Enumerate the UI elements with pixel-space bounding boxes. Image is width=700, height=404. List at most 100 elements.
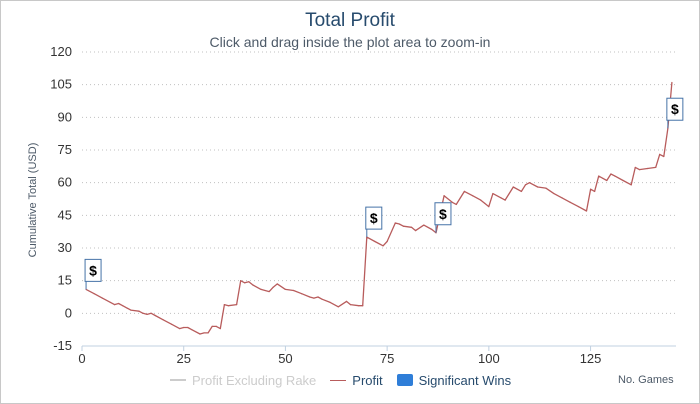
profit-point[interactable] <box>268 290 270 293</box>
profit-point[interactable] <box>276 283 278 285</box>
profit-point[interactable] <box>203 332 205 334</box>
profit-point[interactable] <box>260 288 262 290</box>
profit-point[interactable] <box>471 195 474 197</box>
profit-point[interactable] <box>480 199 482 201</box>
profit-point[interactable] <box>394 222 396 224</box>
profit-point[interactable] <box>500 197 502 199</box>
profit-point[interactable] <box>463 190 466 192</box>
profit-point[interactable] <box>602 177 604 179</box>
profit-point[interactable] <box>109 301 112 304</box>
profit-point[interactable] <box>610 173 612 175</box>
profit-point[interactable] <box>358 305 360 307</box>
profit-point[interactable] <box>589 188 592 190</box>
profit-point[interactable] <box>187 326 189 329</box>
profit-point[interactable] <box>415 229 417 232</box>
profit-point[interactable] <box>638 169 640 171</box>
legend-item-profit-excluding-rake[interactable]: Profit Excluding Rake <box>170 373 316 388</box>
profit-point[interactable] <box>402 225 405 227</box>
profit-point[interactable] <box>122 305 124 307</box>
profit-point[interactable] <box>199 333 201 335</box>
profit-point[interactable] <box>451 201 453 203</box>
profit-point[interactable] <box>455 203 457 206</box>
profit-point[interactable] <box>207 332 209 334</box>
significant-win-flag[interactable]: $ <box>666 97 684 129</box>
profit-point[interactable] <box>659 153 661 155</box>
profit-point[interactable] <box>118 302 120 305</box>
profit-point[interactable] <box>410 226 413 228</box>
profit-point[interactable] <box>504 199 506 201</box>
profit-point[interactable] <box>223 304 225 306</box>
profit-point[interactable] <box>569 201 571 203</box>
profit-point[interactable] <box>577 206 579 208</box>
profit-point[interactable] <box>292 289 295 292</box>
profit-point[interactable] <box>272 286 274 288</box>
profit-point[interactable] <box>663 155 665 158</box>
profit-point[interactable] <box>101 297 103 299</box>
profit-point[interactable] <box>634 166 636 169</box>
profit-point[interactable] <box>374 240 376 243</box>
profit-point[interactable] <box>630 184 632 186</box>
profit-point[interactable] <box>211 325 213 327</box>
profit-point[interactable] <box>398 223 400 225</box>
profit-point[interactable] <box>622 179 624 182</box>
profit-point[interactable] <box>337 306 339 308</box>
profit-point[interactable] <box>524 184 527 186</box>
profit-point[interactable] <box>236 304 238 306</box>
series-line-profit[interactable] <box>85 82 673 335</box>
profit-point[interactable] <box>227 305 230 307</box>
profit-point[interactable] <box>382 245 384 247</box>
profit-point[interactable] <box>150 312 152 314</box>
profit-point[interactable] <box>345 300 348 302</box>
profit-point[interactable] <box>321 298 323 300</box>
profit-point[interactable] <box>248 281 250 283</box>
profit-point[interactable] <box>671 81 673 84</box>
profit-point[interactable] <box>240 280 242 282</box>
profit-point[interactable] <box>553 192 555 195</box>
profit-point[interactable] <box>154 314 156 317</box>
profit-point[interactable] <box>284 288 287 290</box>
profit-point[interactable] <box>179 327 181 330</box>
profit-point[interactable] <box>537 186 539 188</box>
legend-item-profit[interactable]: Profit <box>330 373 383 388</box>
profit-point[interactable] <box>162 319 164 321</box>
profit-point[interactable] <box>244 282 246 284</box>
profit-point[interactable] <box>113 304 116 306</box>
profit-point[interactable] <box>423 224 425 226</box>
profit-point[interactable] <box>183 326 185 329</box>
profit-point[interactable] <box>301 293 303 295</box>
legend-item-significant-wins[interactable]: Significant Wins <box>396 373 511 388</box>
profit-point[interactable] <box>484 202 486 204</box>
profit-point[interactable] <box>215 325 217 327</box>
profit-point[interactable] <box>329 301 331 304</box>
profit-point[interactable] <box>317 296 319 298</box>
profit-point[interactable] <box>488 206 490 208</box>
profit-point[interactable] <box>528 182 531 184</box>
profit-point[interactable] <box>655 166 657 169</box>
profit-point[interactable] <box>170 323 173 325</box>
profit-point[interactable] <box>443 195 445 197</box>
profit-point[interactable] <box>606 179 608 182</box>
profit-point[interactable] <box>598 175 600 177</box>
profit-point[interactable] <box>349 304 352 306</box>
profit-point[interactable] <box>146 313 148 316</box>
profit-point[interactable] <box>594 190 596 192</box>
profit-point[interactable] <box>93 293 95 295</box>
significant-win-flag[interactable]: $ <box>84 258 102 290</box>
profit-point[interactable] <box>614 175 616 177</box>
profit-point[interactable] <box>561 197 563 199</box>
profit-point[interactable] <box>191 329 193 331</box>
profit-point[interactable] <box>130 309 132 311</box>
profit-point[interactable] <box>219 327 221 330</box>
profit-point[interactable] <box>138 310 140 312</box>
profit-point[interactable] <box>362 305 364 307</box>
profit-point[interactable] <box>492 192 494 195</box>
profit-point[interactable] <box>585 210 588 212</box>
profit-point[interactable] <box>142 312 144 314</box>
significant-win-flag[interactable]: $ <box>365 206 383 238</box>
profit-point[interactable] <box>313 297 315 299</box>
profit-point[interactable] <box>646 167 649 170</box>
profit-point[interactable] <box>309 296 311 298</box>
significant-win-flag[interactable]: $ <box>434 202 452 233</box>
profit-point[interactable] <box>386 240 388 243</box>
